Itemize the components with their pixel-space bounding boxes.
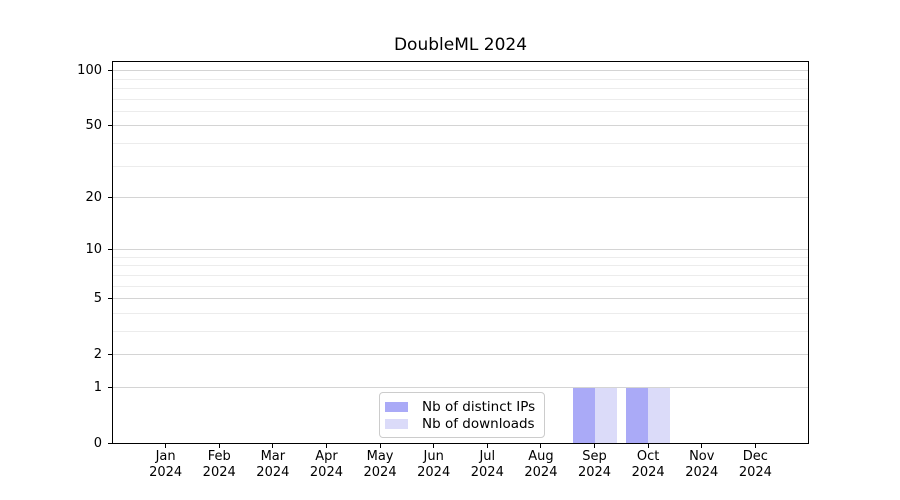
gridline-minor	[113, 265, 808, 267]
legend-label: Nb of distinct IPs	[422, 398, 536, 415]
gridline-minor	[113, 110, 808, 112]
x-tick-label-oct: Oct 2024	[631, 449, 665, 480]
y-tick-label-1: 1	[93, 380, 102, 395]
x-tick-label-dec: Dec 2024	[738, 449, 772, 480]
x-tick-label-jun: Jun 2024	[417, 449, 451, 480]
x-tick-sep	[594, 444, 596, 448]
gridline-minor	[113, 78, 808, 80]
y-tick-label-10: 10	[85, 242, 102, 258]
x-tick-label-may: May 2024	[363, 449, 397, 480]
x-tick-jan	[165, 444, 167, 448]
x-tick-label-feb: Feb 2024	[202, 449, 236, 480]
y-tick-label-100: 100	[77, 63, 102, 79]
y-tick-2	[108, 354, 112, 356]
gridline-major	[113, 354, 808, 356]
legend-item-1: Nb of downloads	[385, 415, 536, 432]
x-tick-label-nov: Nov 2024	[685, 449, 719, 480]
gridline-major	[113, 197, 808, 199]
x-tick-mar	[272, 444, 274, 448]
gridline-major	[113, 387, 808, 388]
bar-nb-of-downloads-sep	[594, 387, 617, 443]
gridline-minor	[113, 275, 808, 276]
x-tick-dec	[754, 444, 756, 448]
y-tick-5	[108, 298, 112, 300]
y-tick-10	[108, 249, 112, 251]
y-tick-1	[108, 387, 112, 388]
y-tick-100	[108, 70, 112, 72]
y-tick-20	[108, 197, 112, 199]
x-tick-feb	[218, 444, 220, 448]
bar-nb-of-distinct-ips-oct	[626, 387, 649, 443]
y-tick-50	[108, 125, 112, 127]
x-tick-label-aug: Aug 2024	[524, 449, 558, 480]
x-tick-label-jul: Jul 2024	[470, 449, 504, 480]
x-tick-nov	[701, 444, 703, 448]
gridline-major	[113, 298, 808, 300]
y-tick-0	[108, 443, 112, 444]
x-tick-label-jan: Jan 2024	[149, 449, 183, 480]
y-tick-label-0: 0	[93, 436, 102, 451]
y-tick-label-20: 20	[85, 190, 102, 206]
gridline-minor	[113, 256, 808, 258]
y-tick-label-2: 2	[93, 347, 102, 363]
gridline-minor	[113, 165, 808, 167]
gridline-major	[113, 70, 808, 72]
x-tick-label-sep: Sep 2024	[577, 449, 612, 480]
legend: Nb of distinct IPs Nb of downloads	[379, 392, 545, 438]
bar-nb-of-distinct-ips-sep	[572, 387, 595, 443]
gridline-minor	[113, 98, 808, 100]
legend-item-0: Nb of distinct IPs	[385, 398, 536, 415]
x-tick-may	[379, 444, 381, 448]
gridline-minor	[113, 285, 808, 287]
gridline-minor	[113, 87, 808, 89]
x-tick-oct	[647, 444, 649, 448]
legend-label: Nb of downloads	[422, 415, 535, 432]
y-tick-label-50: 50	[85, 118, 102, 134]
gridline-minor	[113, 142, 808, 144]
plot-area	[112, 61, 809, 444]
gridline-minor	[113, 312, 808, 314]
y-tick-label-5: 5	[93, 291, 102, 307]
x-tick-aug	[540, 444, 542, 448]
gridline-minor	[113, 331, 808, 332]
bar-nb-of-downloads-oct	[648, 387, 671, 443]
legend-swatch-icon	[385, 401, 408, 412]
x-tick-jul	[486, 444, 488, 448]
x-tick-label-mar: Mar 2024	[256, 449, 290, 480]
x-tick-jun	[433, 444, 435, 448]
x-tick-apr	[325, 444, 327, 448]
chart-title: DoubleML 2024	[393, 35, 528, 55]
x-tick-label-apr: Apr 2024	[309, 449, 343, 480]
legend-swatch-icon	[385, 418, 408, 429]
gridline-major	[113, 125, 808, 127]
gridline-major	[113, 249, 808, 251]
